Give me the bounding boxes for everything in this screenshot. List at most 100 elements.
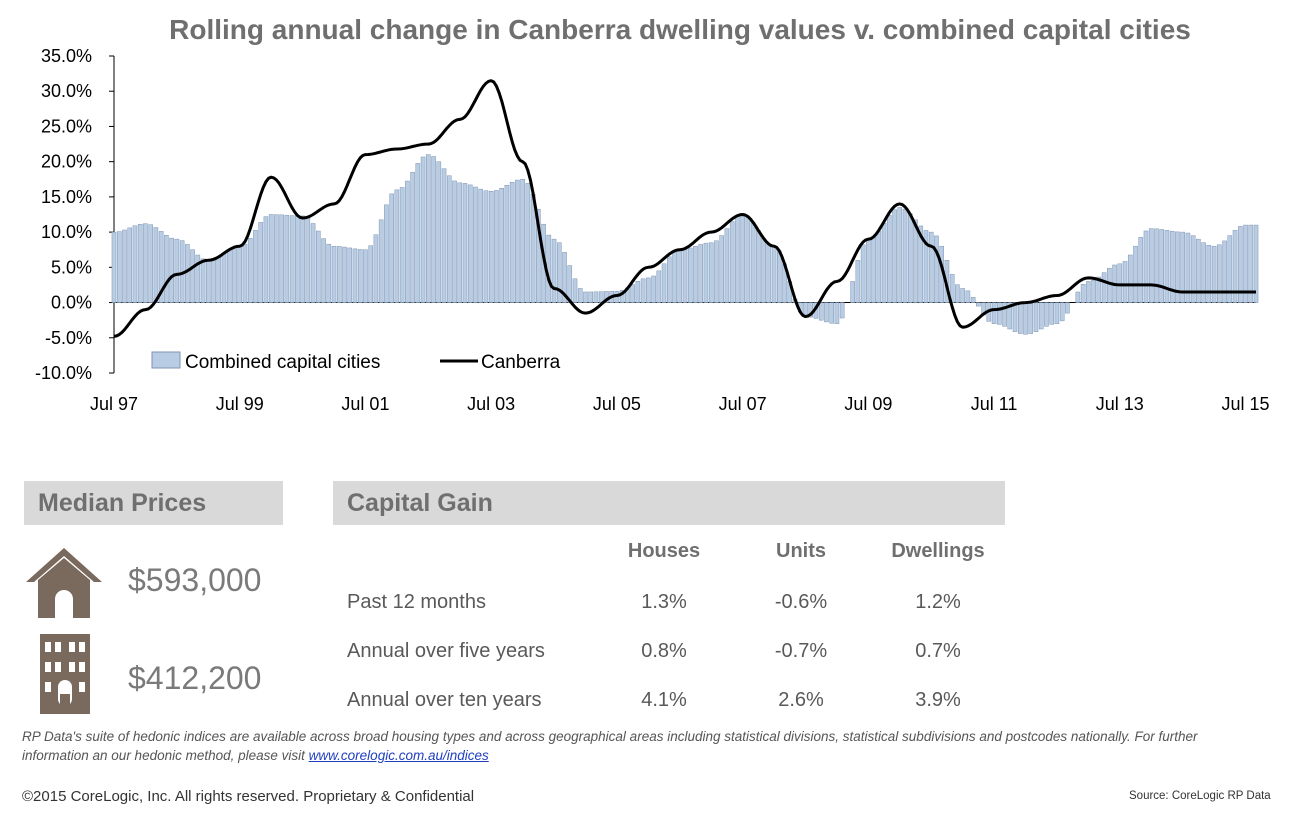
capital-cities-bar — [656, 270, 662, 303]
capital-cities-bar — [562, 252, 567, 303]
capital-cities-bar — [316, 230, 321, 303]
capital-cities-bar — [111, 231, 117, 303]
capital-cities-bar — [488, 191, 494, 303]
legend-label-capital-cities: Combined capital cities — [185, 352, 380, 373]
capital-cities-bar — [1127, 254, 1133, 303]
capital-cities-bar — [724, 228, 730, 303]
x-tick-label: Jul 99 — [216, 394, 264, 414]
capital-cities-bar — [829, 302, 834, 324]
capital-cities-bar — [1190, 235, 1196, 303]
capital-cities-bar — [1232, 230, 1238, 303]
x-tick-label: Jul 07 — [719, 394, 767, 414]
y-tick-label: 0.0% — [51, 293, 92, 313]
capital-cities-bar — [1159, 229, 1165, 303]
capital-cities-bar — [368, 245, 373, 303]
capital-cities-bar — [698, 244, 704, 303]
column-houses: Houses — [627, 540, 701, 562]
capital-cities-bar — [556, 242, 562, 303]
capital-cities-bar — [855, 260, 861, 303]
capital-cities-bar — [1002, 302, 1007, 327]
capital-cities-bar — [871, 236, 876, 303]
capital-cities-bar — [672, 251, 677, 303]
capital-cities-bar — [1054, 302, 1060, 324]
y-tick-label: -10.0% — [35, 363, 92, 383]
capital-cities-bar — [143, 223, 148, 303]
capital-cities-bar — [860, 244, 866, 303]
capital-cities-bar — [321, 238, 326, 303]
capital-cities-bar — [703, 242, 709, 303]
capital-cities-bar — [1080, 284, 1086, 303]
capital-cities-bar — [866, 238, 871, 303]
capital-cities-bar — [473, 186, 478, 303]
capital-cities-bar — [1044, 302, 1049, 327]
capital-cities-bar — [1185, 232, 1191, 303]
capital-cities-bar — [934, 235, 939, 303]
capital-cities-bar — [441, 168, 447, 303]
capital-cities-bar — [310, 223, 316, 303]
capital-cities-bar — [619, 290, 625, 303]
capital-cities-bar — [284, 214, 290, 303]
capital-cities-bar — [761, 238, 766, 303]
cell-dwellings-10y: 3.9% — [915, 689, 961, 711]
capital-cities-bar — [708, 242, 714, 303]
capital-cities-bar — [1023, 302, 1028, 335]
capital-cities-bar — [677, 249, 683, 303]
capital-cities-bar — [457, 182, 463, 303]
capital-cities-bar — [850, 281, 855, 303]
capital-cities-bar — [1049, 302, 1054, 325]
x-tick-label: Jul 15 — [1221, 394, 1269, 414]
capital-cities-bar — [588, 291, 593, 303]
capital-cities-bar — [1101, 272, 1107, 303]
capital-cities-bar — [226, 249, 232, 303]
capital-cities-bar — [892, 209, 897, 303]
x-tick-label: Jul 09 — [844, 394, 892, 414]
capital-cities-bar — [127, 227, 133, 303]
chart-area: 35.0% 30.0% 25.0% 20.0% 15.0% 10.0% 5.0% 0.0% -5… — [35, 46, 1270, 414]
capital-cities-bar — [122, 229, 127, 303]
capital-cities-bar — [693, 245, 698, 303]
capital-cities-bar — [955, 284, 960, 303]
capital-cities-bar — [478, 188, 483, 303]
capital-cities-bar — [1122, 261, 1128, 303]
capital-cities-bar — [405, 180, 410, 303]
capital-cities-bar — [771, 245, 777, 303]
y-tick-label: 30.0% — [41, 81, 92, 101]
cell-houses-10y: 4.1% — [641, 689, 687, 711]
capital-cities-bar — [1248, 224, 1254, 303]
capital-cities-bar — [410, 171, 415, 303]
capital-cities-bar — [483, 190, 489, 303]
note-line-1: RP Data's suite of hedonic indices are a… — [22, 729, 1198, 744]
capital-cities-bar — [666, 256, 672, 303]
note-line-2: information an our hedonic method, pleas… — [22, 746, 1300, 765]
capital-cities-bar — [431, 156, 436, 303]
indices-link[interactable]: www.corelogic.com.au/indices — [308, 748, 489, 763]
capital-cities-bar — [295, 215, 300, 303]
methodology-note: RP Data's suite of hedonic indices are a… — [22, 727, 1300, 765]
capital-cities-bar — [352, 248, 358, 303]
canberra-line — [113, 79, 1256, 338]
capital-cities-bar — [467, 184, 473, 303]
capital-cities-bar — [221, 252, 227, 303]
capital-cities-bar — [635, 281, 641, 303]
capital-cities-bar — [253, 230, 258, 303]
capital-cities-bar — [525, 183, 531, 303]
capital-cities-bar — [1017, 302, 1023, 334]
capital-cities-bar — [153, 227, 159, 303]
x-tick-label: Jul 01 — [341, 394, 389, 414]
unit-median-price: $412,200 — [128, 660, 262, 696]
capital-cities-bar — [426, 154, 431, 303]
capital-cities-bar — [750, 222, 756, 303]
capital-cities-bar — [399, 187, 405, 303]
capital-cities-bar — [551, 238, 557, 303]
capital-cities-bar — [185, 244, 190, 303]
capital-cities-bar — [289, 215, 295, 303]
capital-cities-bar — [357, 249, 363, 303]
capital-cities-bar — [583, 291, 588, 303]
capital-cities-bar — [137, 223, 143, 303]
capital-cities-bar — [462, 183, 468, 303]
capital-cities-bar — [216, 256, 222, 303]
capital-cities-bar — [913, 219, 918, 303]
capital-cities-bar — [824, 302, 829, 323]
capital-cities-bar — [729, 221, 735, 303]
capital-cities-bar — [976, 302, 981, 307]
